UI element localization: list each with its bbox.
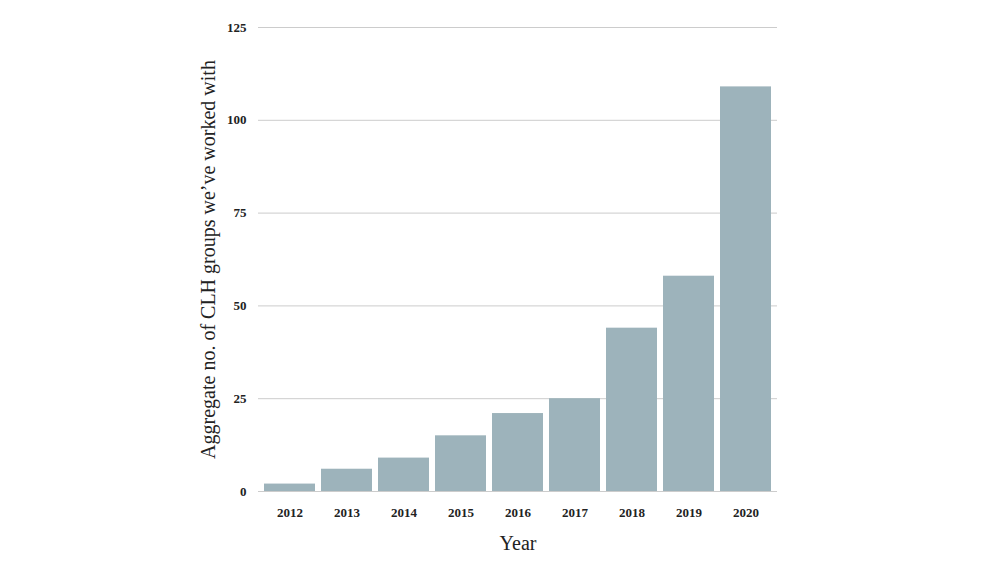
svg-text:2012: 2012 [277, 505, 303, 520]
svg-text:2016: 2016 [505, 505, 532, 520]
svg-text:2018: 2018 [619, 505, 646, 520]
svg-text:125: 125 [227, 20, 247, 35]
svg-text:2013: 2013 [334, 505, 361, 520]
svg-text:100: 100 [227, 112, 247, 127]
svg-text:25: 25 [234, 391, 248, 406]
svg-text:Aggregate no. of CLH groups we: Aggregate no. of CLH groups we’ve worked… [197, 60, 220, 459]
svg-text:75: 75 [234, 205, 248, 220]
svg-text:2019: 2019 [676, 505, 703, 520]
svg-text:2017: 2017 [562, 505, 589, 520]
svg-text:50: 50 [234, 298, 247, 313]
svg-text:2020: 2020 [733, 505, 759, 520]
svg-text:0: 0 [240, 484, 247, 499]
svg-text:2014: 2014 [391, 505, 418, 520]
svg-text:2015: 2015 [448, 505, 475, 520]
svg-text:Year: Year [500, 532, 537, 554]
